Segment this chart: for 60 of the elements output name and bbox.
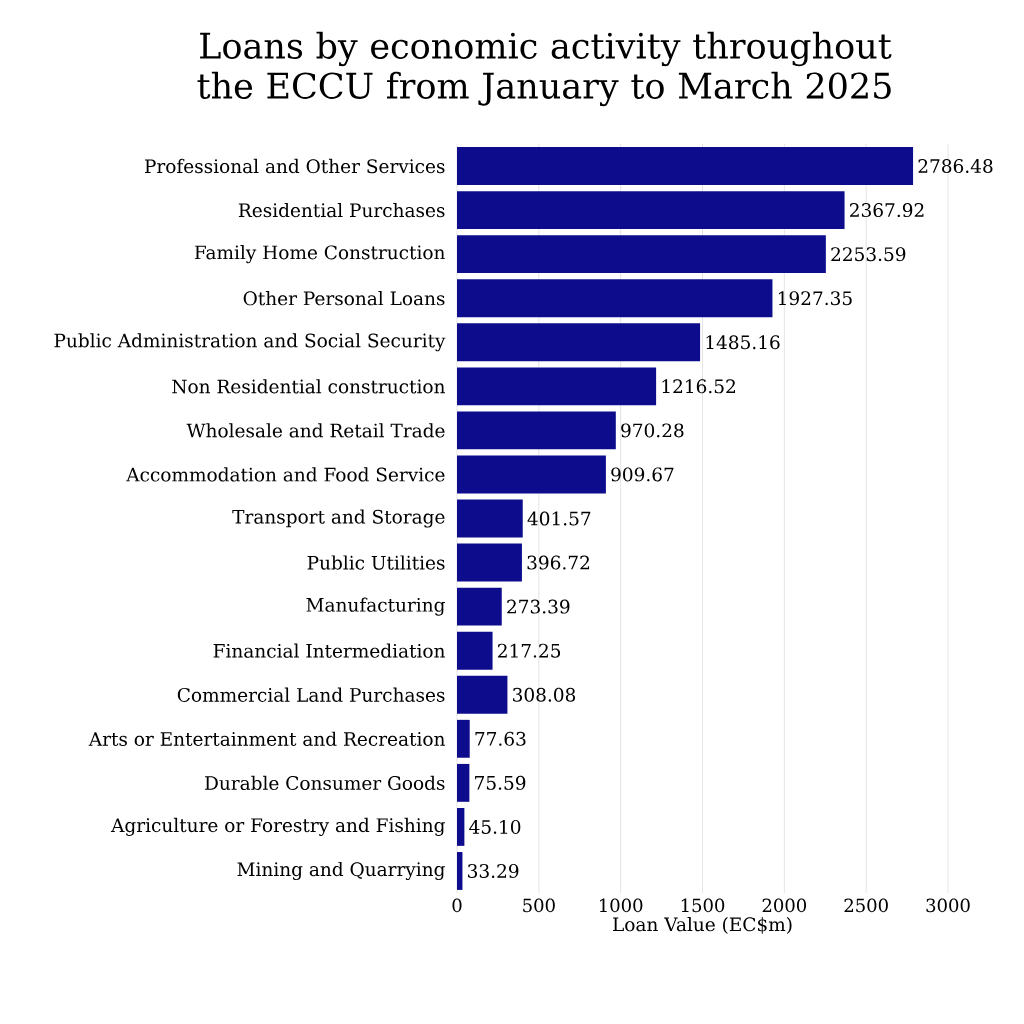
bar: [457, 235, 826, 274]
data-label: 45.10: [469, 819, 521, 834]
y-tick-label: Arts or Entertainment and Recreation: [88, 731, 445, 746]
y-tick-label: Family Home Construction: [194, 245, 445, 264]
data-label: 2253.59: [831, 247, 906, 262]
y-tick-label: Transport and Storage: [232, 509, 445, 528]
bar: [457, 499, 523, 538]
y-tick-label: Commercial Land Purchases: [177, 687, 445, 702]
y-tick-label: Wholesale and Retail Trade: [186, 423, 445, 438]
data-label: 401.57: [527, 511, 591, 526]
data-label: 970.28: [621, 423, 684, 438]
x-tick-label: 1500: [681, 898, 725, 913]
bar: [457, 543, 522, 582]
x-tick-label: 0: [452, 898, 462, 913]
bar: [457, 455, 606, 494]
x-tick-label: 500: [523, 898, 555, 913]
y-tick-label: Residential Purchases: [238, 202, 445, 218]
x-tick-label: 1000: [599, 898, 643, 913]
y-tick-label: Professional and Other Services: [144, 158, 445, 174]
data-label: 77.63: [475, 731, 526, 746]
chart-title: Loans by economic activity throughout the ECCU from January to March 2025: [197, 31, 892, 107]
bar: [457, 411, 616, 450]
x-tick-label: 2000: [762, 898, 807, 913]
x-axis-title: Loan Value (EC$m): [613, 917, 792, 934]
bar: [457, 279, 773, 318]
y-tick-label: Other Personal Loans: [243, 291, 445, 306]
y-tick-label: Durable Consumer Goods: [205, 775, 445, 791]
bar: [457, 631, 493, 670]
bar: [457, 675, 508, 714]
x-tick-label: 3000: [926, 898, 970, 913]
bar: [457, 719, 470, 758]
y-tick-label: Manufacturing: [306, 597, 445, 616]
bar: [457, 323, 701, 362]
data-label: 396.72: [527, 555, 590, 570]
data-label: 33.29: [468, 863, 519, 878]
data-label: 1216.52: [662, 379, 735, 394]
data-label: 1927.35: [778, 291, 852, 306]
y-tick-label: Mining and Quarrying: [237, 861, 445, 881]
bar: [457, 763, 470, 802]
y-tick-label: Non Residential construction: [172, 379, 445, 394]
data-label: 273.39: [507, 599, 570, 614]
bar: [457, 367, 657, 406]
data-label: 1485.16: [706, 335, 780, 350]
bar: [457, 807, 465, 846]
x-tick-label: 2500: [844, 898, 888, 913]
bar: [457, 147, 914, 185]
bar: [457, 852, 463, 890]
data-label: 909.67: [611, 467, 674, 482]
data-label: 308.08: [513, 687, 576, 702]
y-tick-label: Agriculture or Forestry and Fishing: [110, 817, 445, 836]
data-label: 217.25: [498, 643, 561, 658]
data-label: 75.59: [475, 775, 526, 790]
y-tick-label: Financial Intermediation: [213, 643, 445, 658]
bar: [457, 587, 502, 626]
bar: [457, 191, 845, 230]
y-tick-label: Public Utilities: [307, 555, 445, 570]
y-tick-label: Public Administration and Social Security: [54, 333, 446, 352]
data-label: 2786.48: [918, 159, 993, 174]
y-tick-label: Accommodation and Food Service: [126, 467, 445, 482]
data-label: 2367.92: [850, 203, 924, 218]
